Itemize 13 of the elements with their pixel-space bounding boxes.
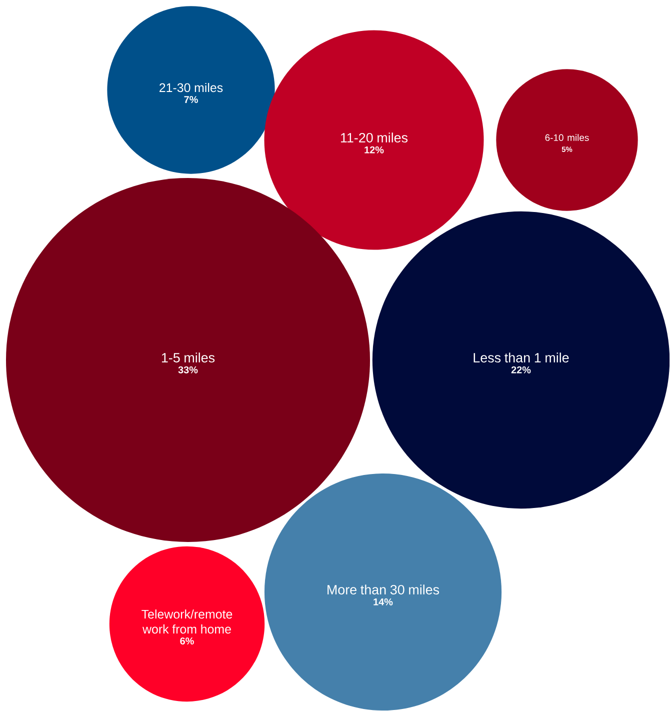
category-label: More than 30 miles [328, 584, 440, 594]
data-label: 7% [184, 96, 198, 104]
data-label: 12% [364, 146, 384, 154]
category-label: 1-5 miles [162, 352, 215, 362]
data-label: 6% [180, 637, 194, 645]
data-label: 22% [512, 366, 531, 374]
category-label: Telework/remote work from home [142, 609, 232, 634]
data-label: 33% [178, 366, 198, 374]
category-label: 21-30 miles [160, 82, 223, 92]
category-label: 6-10 miles [546, 134, 590, 141]
category-label: 11-20 miles [341, 132, 408, 142]
data-label: 14% [374, 598, 393, 606]
category-label: Less than 1 mile [474, 352, 569, 362]
